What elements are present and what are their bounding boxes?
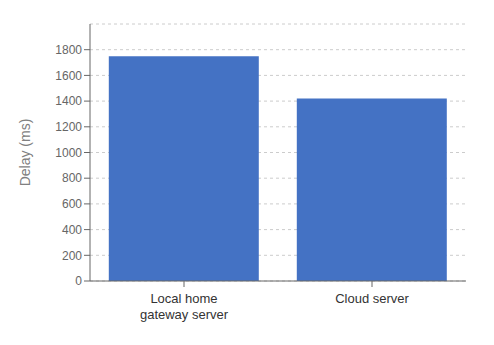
svg-text:1200: 1200 xyxy=(55,120,82,134)
svg-text:Cloud server: Cloud server xyxy=(335,291,409,306)
svg-text:1800: 1800 xyxy=(55,43,82,57)
svg-text:400: 400 xyxy=(62,223,82,237)
svg-text:200: 200 xyxy=(62,249,82,263)
svg-text:1000: 1000 xyxy=(55,146,82,160)
svg-text:600: 600 xyxy=(62,197,82,211)
svg-text:Delay (ms): Delay (ms) xyxy=(17,119,33,187)
svg-text:1400: 1400 xyxy=(55,94,82,108)
svg-text:Local homegateway server: Local homegateway server xyxy=(140,291,229,322)
svg-text:0: 0 xyxy=(75,274,82,288)
svg-text:800: 800 xyxy=(62,171,82,185)
svg-text:1600: 1600 xyxy=(55,69,82,83)
